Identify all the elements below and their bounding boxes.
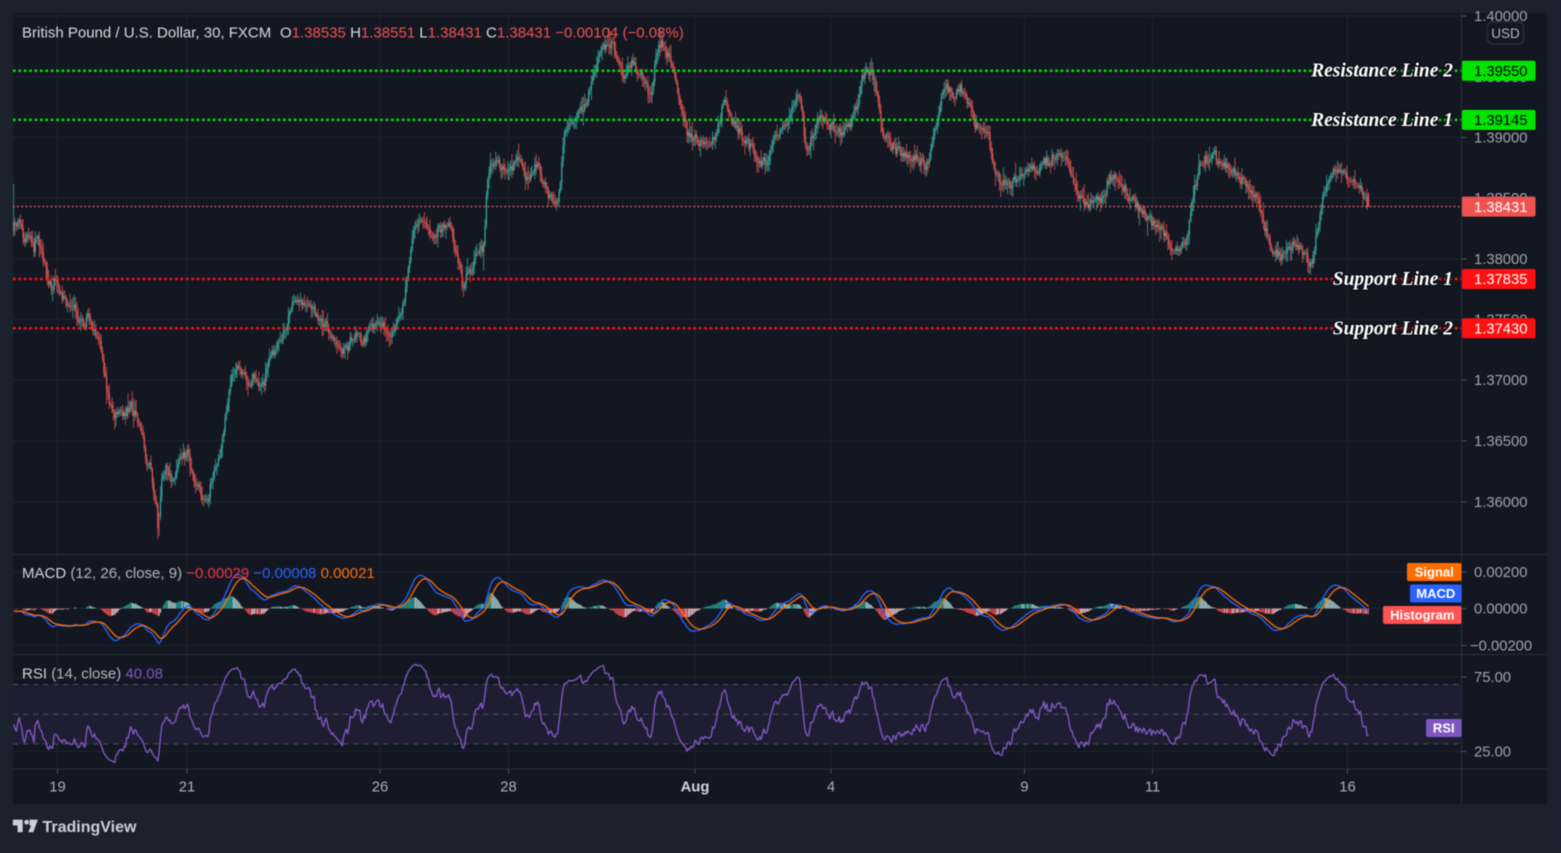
svg-text:MACD: MACD	[1416, 586, 1455, 601]
svg-text:British Pound / U.S. Dollar, 3: British Pound / U.S. Dollar, 30, FXCM	[22, 25, 271, 42]
svg-text:Aug: Aug	[681, 780, 710, 796]
svg-text:Resistance Line 2: Resistance Line 2	[1310, 61, 1453, 82]
svg-text:1.39550: 1.39550	[1474, 64, 1528, 80]
svg-text:1.38431: 1.38431	[1474, 200, 1528, 216]
svg-text:1.37430: 1.37430	[1474, 322, 1528, 338]
svg-text:1.37835: 1.37835	[1474, 272, 1528, 288]
svg-text:0.00200: 0.00200	[1474, 565, 1528, 581]
svg-text:1.37000: 1.37000	[1474, 373, 1528, 389]
svg-text:Signal: Signal	[1415, 565, 1454, 580]
svg-text:9: 9	[1020, 780, 1028, 796]
svg-text:4: 4	[827, 780, 835, 796]
svg-text:Histogram: Histogram	[1390, 608, 1454, 623]
svg-text:25.00: 25.00	[1474, 745, 1511, 761]
svg-text:1.36500: 1.36500	[1474, 434, 1528, 450]
svg-text:11: 11	[1145, 780, 1160, 796]
svg-text:21: 21	[179, 780, 195, 796]
svg-text:USD: USD	[1491, 26, 1520, 41]
svg-text:Support Line 1: Support Line 1	[1333, 269, 1453, 290]
svg-text:75.00: 75.00	[1474, 670, 1511, 686]
svg-text:Resistance Line 1: Resistance Line 1	[1310, 110, 1453, 131]
svg-text:O1.38535 H1.38551 L1.38431: O1.38535 H1.38551 L1.38431 C1.38431 −0.0…	[280, 25, 684, 42]
svg-text:Support Line 2: Support Line 2	[1333, 318, 1454, 339]
svg-text:19: 19	[49, 780, 65, 796]
svg-text:1.39145: 1.39145	[1474, 113, 1528, 129]
svg-text:RSI: RSI	[1433, 721, 1455, 736]
svg-text:16: 16	[1339, 780, 1355, 796]
svg-text:RSI (14, close) 40.08: RSI (14, close) 40.08	[22, 666, 163, 683]
svg-text:−0.00200: −0.00200	[1470, 639, 1532, 655]
svg-text:1.38000: 1.38000	[1474, 252, 1528, 268]
svg-text:1.39000: 1.39000	[1474, 131, 1528, 147]
svg-text:TradingView: TradingView	[43, 819, 138, 836]
svg-text:MACD (12, 26, close, 9) −0.00: MACD (12, 26, close, 9) −0.00029 −0.0000…	[22, 565, 375, 582]
svg-text:26: 26	[372, 780, 388, 796]
svg-text:28: 28	[500, 780, 516, 796]
svg-text:1.40000: 1.40000	[1474, 9, 1528, 25]
svg-text:1.36000: 1.36000	[1474, 495, 1528, 511]
svg-text:0.00000: 0.00000	[1474, 602, 1528, 618]
